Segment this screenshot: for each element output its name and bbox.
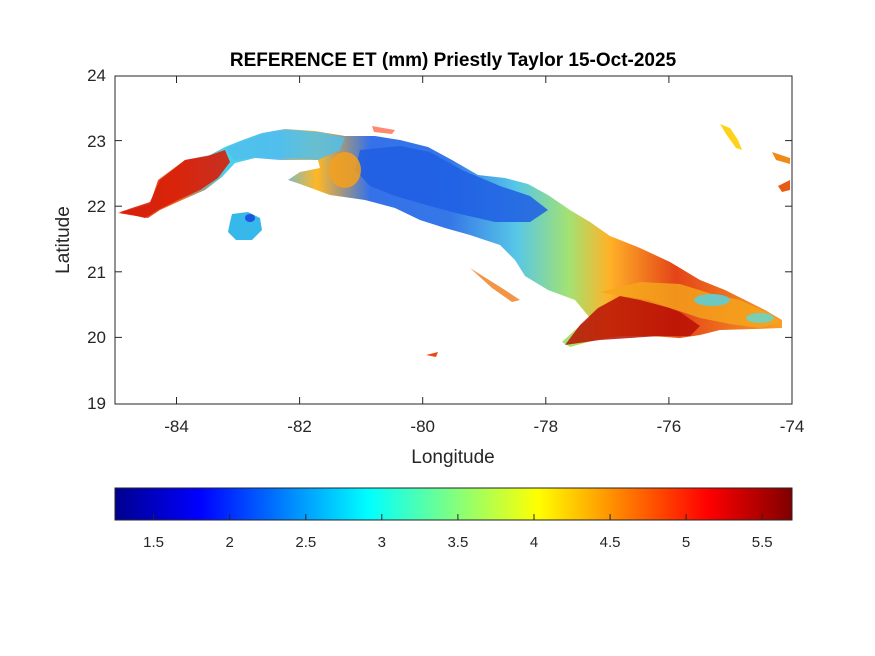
keys-north <box>372 126 395 134</box>
east-cyan-patch <box>746 313 774 323</box>
colorbar-tick-label: 4.5 <box>600 534 621 551</box>
colorbar-gradient <box>114 487 793 521</box>
y-tick-label: 21 <box>87 263 106 282</box>
y-tick-label: 22 <box>87 197 106 216</box>
east-cyan-patch <box>694 294 730 306</box>
colorbar-tick-label: 2.5 <box>295 534 316 551</box>
y-tick-label: 23 <box>87 132 106 151</box>
x-tick-label: -84 <box>164 417 189 436</box>
colorbar: 1.5 2 2.5 3 3.5 4 4.5 5 5.5 <box>114 487 793 551</box>
west-hot-zone <box>120 150 230 218</box>
keys-east <box>778 180 790 192</box>
colorbar-tick-label: 4 <box>530 534 538 551</box>
x-tick-label: -74 <box>780 417 805 436</box>
cuba-et-raster <box>118 124 790 357</box>
colorbar-tick-label: 1.5 <box>143 534 164 551</box>
y-axis-label: Latitude <box>53 206 74 274</box>
keys-south <box>470 268 520 302</box>
colorbar-tick-label: 2 <box>226 534 234 551</box>
y-tick-label: 24 <box>87 66 106 85</box>
x-axis-label: Longitude <box>411 447 494 468</box>
central-cool-zone <box>355 146 548 222</box>
central-warm-spot <box>329 152 361 188</box>
x-tick-label: -78 <box>534 417 559 436</box>
x-tick-label: -82 <box>287 417 312 436</box>
colorbar-tick-label: 5.5 <box>752 534 773 551</box>
keys-north <box>720 124 742 150</box>
x-axis: -84 -82 -80 -78 -76 -74 Longitude <box>164 76 804 468</box>
y-tick-label: 20 <box>87 328 106 347</box>
y-axis: 19 20 21 22 23 24 Latitude <box>53 66 792 413</box>
map-axes <box>114 75 793 405</box>
east-warm-zone <box>600 282 780 328</box>
colorbar-tick-label: 3.5 <box>447 534 468 551</box>
y-tick-label: 19 <box>87 394 106 413</box>
southeast-hot-zone <box>565 296 700 345</box>
colorbar-tick-label: 3 <box>378 534 386 551</box>
northwest-cool-zone <box>225 130 345 160</box>
keys-south <box>426 352 438 357</box>
x-tick-label: -80 <box>410 417 435 436</box>
x-tick-label: -76 <box>657 417 682 436</box>
map-title: REFERENCE ET (mm) Priestly Taylor 15-Oct… <box>230 50 677 71</box>
keys-east <box>772 152 790 164</box>
isla-juventud-core <box>245 214 255 222</box>
colorbar-tick-label: 5 <box>682 534 690 551</box>
